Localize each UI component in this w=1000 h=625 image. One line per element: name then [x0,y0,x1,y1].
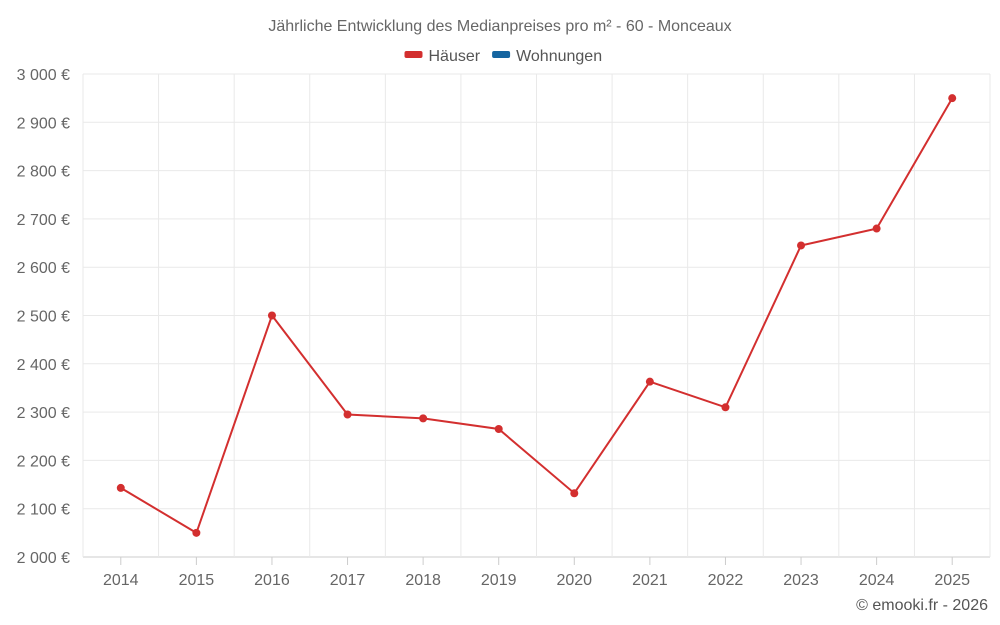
x-tick-label: 2018 [405,572,441,589]
y-tick-label: 2 300 € [17,405,70,422]
x-tick-label: 2015 [179,572,215,589]
y-tick-label: 2 100 € [17,502,70,519]
y-axis: 2 000 € 2 100 € 2 200 € 2 300 € 2 400 € 2 500… [17,67,70,567]
data-point[interactable] [192,528,201,537]
y-tick-label: 2 900 € [17,115,70,132]
y-tick-label: 2 700 € [17,212,70,229]
series-group [116,94,957,537]
credit-text: © emooki.fr - 2026 [856,597,988,614]
x-tick-label: 2024 [859,572,895,589]
data-point[interactable] [116,483,125,492]
data-point[interactable] [267,311,276,320]
data-point[interactable] [343,410,352,419]
x-axis: 2014 2015 2016 2017 2018 2019 2020 2021 2022 2023… [103,557,970,589]
y-tick-label: 2 200 € [17,453,70,470]
x-tick-label: 2025 [934,572,970,589]
data-point[interactable] [494,425,503,434]
x-tick-label: 2022 [708,572,744,589]
legend-swatch [492,51,511,58]
x-tick-label: 2014 [103,572,139,589]
chart-title: Jährliche Entwicklung des Medianpreises … [268,18,731,35]
series-line [120,97,954,535]
data-point[interactable] [872,224,881,233]
x-tick-label: 2019 [481,572,517,589]
y-tick-label: 3 000 € [17,67,70,84]
x-tick-label: 2020 [556,572,592,589]
data-point[interactable] [948,94,957,103]
y-tick-label: 2 400 € [17,357,70,374]
x-tick-label: 2016 [254,572,290,589]
data-point[interactable] [570,489,579,498]
legend-label[interactable]: Häuser [429,48,481,65]
x-tick-label: 2021 [632,572,668,589]
data-point[interactable] [419,414,428,423]
x-tick-label: 2023 [783,572,819,589]
grid [82,73,991,558]
y-tick-label: 2 800 € [17,164,70,181]
y-tick-label: 2 500 € [17,309,70,326]
y-tick-label: 2 000 € [17,550,70,567]
data-point[interactable] [645,377,654,386]
data-point[interactable] [797,241,806,250]
legend-swatch [404,51,423,58]
legend-label[interactable]: Wohnungen [516,48,602,65]
legend: Häuser Wohnungen [404,48,602,65]
y-tick-label: 2 600 € [17,260,70,277]
data-point[interactable] [721,403,730,412]
x-tick-label: 2017 [330,572,366,589]
